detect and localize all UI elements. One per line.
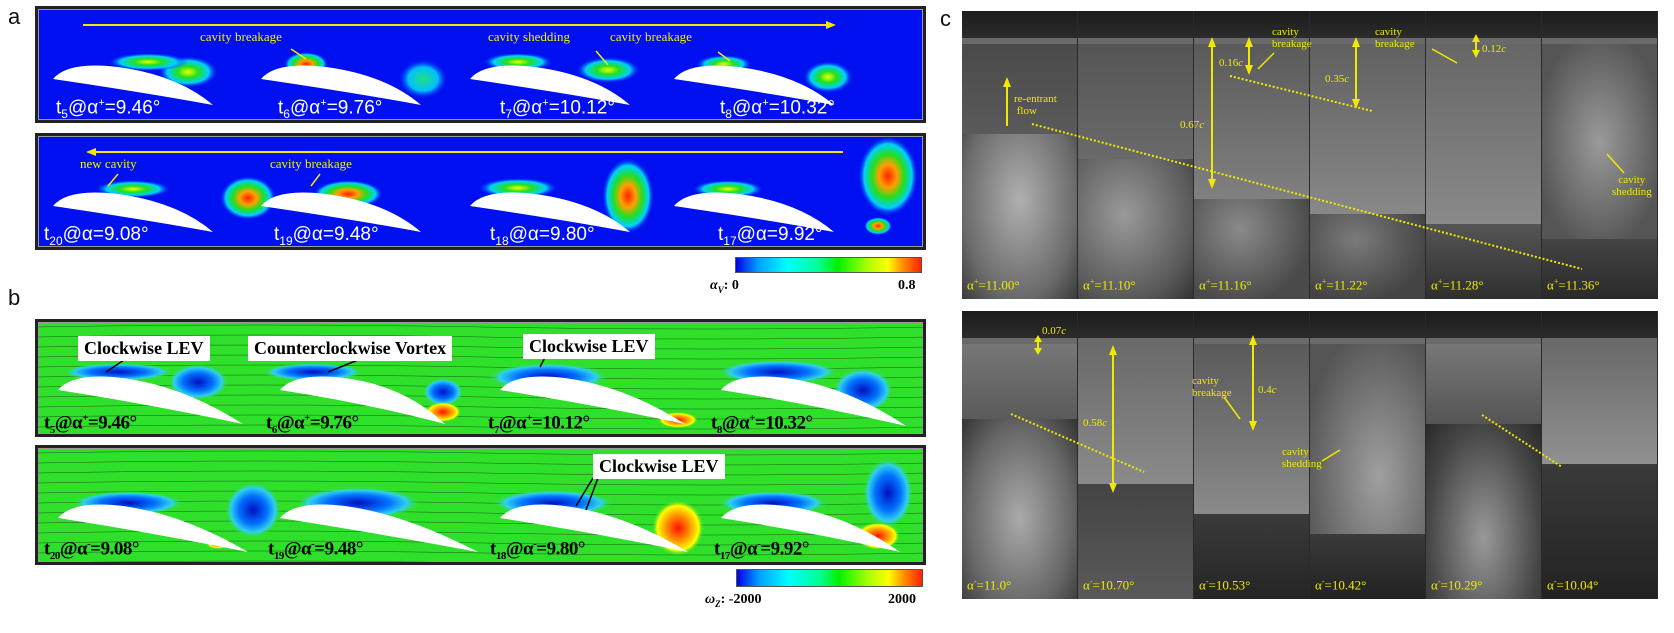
annotation-cavity-breakage: cavity breakage	[1192, 375, 1232, 400]
photo-frame: α+=11.16°	[1194, 11, 1310, 299]
frame-label: t5@α+=9.46°	[56, 97, 161, 122]
annotation-cavity-breakage: cavity breakage	[200, 29, 282, 44]
photo-frame: α-=10.04°	[1542, 311, 1658, 599]
panel-c-bottom-row: α-=11.0° α-=10.70° α-=10.53° α-=10.42° α…	[962, 311, 1658, 599]
frame-angle-label: α+=11.16°	[1199, 276, 1252, 292]
panel-a-top-row: cavity breakage cavity shedding cavity b…	[35, 6, 926, 123]
annotation-length-016c: 0.16c	[1219, 57, 1244, 69]
annotation-cavity-shedding: cavity shedding	[1612, 174, 1652, 199]
frame-label: t19@α=9.48°	[274, 224, 379, 248]
frame-label: t8@α+=10.32°	[711, 412, 813, 437]
panel-a-bottom-row: new cavity cavity breakage t20@α=9.08° t…	[35, 133, 926, 250]
colorbar-max-label: 0.8	[898, 278, 916, 293]
callout-clockwise-lev: Clockwise LEV	[78, 336, 210, 361]
annotation-cavity-shedding: cavity shedding	[1282, 446, 1322, 471]
photo-frame: α+=11.36°	[1542, 11, 1658, 299]
frame-angle-label: α-=10.42°	[1315, 576, 1367, 592]
annotation-length-04c: 0.4c	[1258, 384, 1277, 396]
photo-frame: α-=10.70°	[1078, 311, 1194, 599]
annotation-cavity-breakage: cavity breakage	[1272, 26, 1312, 51]
callout-clockwise-lev: Clockwise LEV	[593, 454, 725, 479]
panel-label-c: c	[940, 6, 951, 31]
annotation-new-cavity: new cavity	[80, 156, 137, 171]
annotation-cavity-breakage: cavity breakage	[270, 156, 352, 171]
frame-label: t20@α-=9.08°	[44, 538, 139, 563]
frame-angle-label: α+=11.36°	[1547, 276, 1600, 292]
frame-label: t18@α-=9.80°	[490, 538, 585, 563]
frame-label: t18@α=9.80°	[490, 224, 595, 248]
frame-angle-label: α+=11.22°	[1315, 276, 1368, 292]
frame-label: t19@α-=9.48°	[268, 538, 363, 563]
colorbar-max-label: 2000	[888, 592, 916, 607]
frame-label: t7@α+=10.12°	[500, 97, 615, 122]
annotation-cavity-breakage: cavity breakage	[610, 29, 692, 44]
colorbar-vorticity	[736, 569, 923, 587]
annotation-length-007c: 0.07c	[1042, 325, 1067, 337]
colorbar-min-label: αV: 0	[710, 278, 739, 295]
photo-frame: α+=11.00°	[962, 11, 1078, 299]
photo-frame: α+=11.10°	[1078, 11, 1194, 299]
frame-label: t17@α-=9.92°	[714, 538, 809, 563]
annotation-length-058c: 0.58c	[1083, 417, 1108, 429]
callout-counterclockwise-vortex: Counterclockwise Vortex	[248, 336, 453, 361]
panel-label-b: b	[8, 285, 21, 310]
photo-frame: α-=11.0°	[962, 311, 1078, 599]
annotation-length-035c: 0.35c	[1325, 73, 1350, 85]
annotation-cavity-breakage: cavity breakage	[1375, 26, 1415, 51]
annotation-length-012c: 0.12c	[1482, 43, 1507, 55]
panel-c-top-row: α+=11.00° α+=11.10° α+=11.16° α+=11.22° …	[962, 11, 1658, 299]
frame-angle-label: α-=10.04°	[1547, 576, 1599, 592]
frame-angle-label: α+=11.00°	[967, 276, 1020, 292]
frame-label: t5@α+=9.46°	[44, 412, 137, 437]
panel-b-bottom-row: Clockwise LEV t20@α-=9.08° t19@α-=9.48° …	[35, 445, 926, 565]
annotation-length-067c: 0.67c	[1180, 119, 1205, 131]
frame-angle-label: α-=10.29°	[1431, 576, 1483, 592]
frame-angle-label: α+=11.28°	[1431, 276, 1484, 292]
panel-label-a: a	[8, 4, 21, 29]
frame-angle-label: α-=11.0°	[967, 576, 1012, 592]
callout-clockwise-lev: Clockwise LEV	[523, 334, 655, 359]
frame-label: t7@α+=10.12°	[488, 412, 590, 437]
frame-angle-label: α+=11.10°	[1083, 276, 1136, 292]
colorbar-volume-fraction	[735, 257, 922, 273]
annotation-reentrant-flow: re-entrant flow	[1014, 93, 1057, 118]
photo-frame: α-=10.42°	[1310, 311, 1426, 599]
panel-b-top-row: Clockwise LEV Counterclockwise Vortex Cl…	[35, 319, 926, 437]
photo-frame: α+=11.22°	[1310, 11, 1426, 299]
frame-label: t8@α+=10.32°	[720, 97, 835, 122]
annotation-cavity-shedding: cavity shedding	[488, 29, 570, 44]
photo-frame: α-=10.29°	[1426, 311, 1542, 599]
frame-angle-label: α-=10.53°	[1199, 576, 1251, 592]
frame-label: t20@α=9.08°	[44, 224, 149, 248]
frame-label: t6@α+=9.76°	[278, 97, 383, 122]
frame-label: t17@α=9.92°	[718, 224, 823, 248]
frame-angle-label: α-=10.70°	[1083, 576, 1135, 592]
frame-label: t6@α+=9.76°	[266, 412, 359, 437]
colorbar-min-label: ωZ: -2000	[705, 592, 762, 609]
